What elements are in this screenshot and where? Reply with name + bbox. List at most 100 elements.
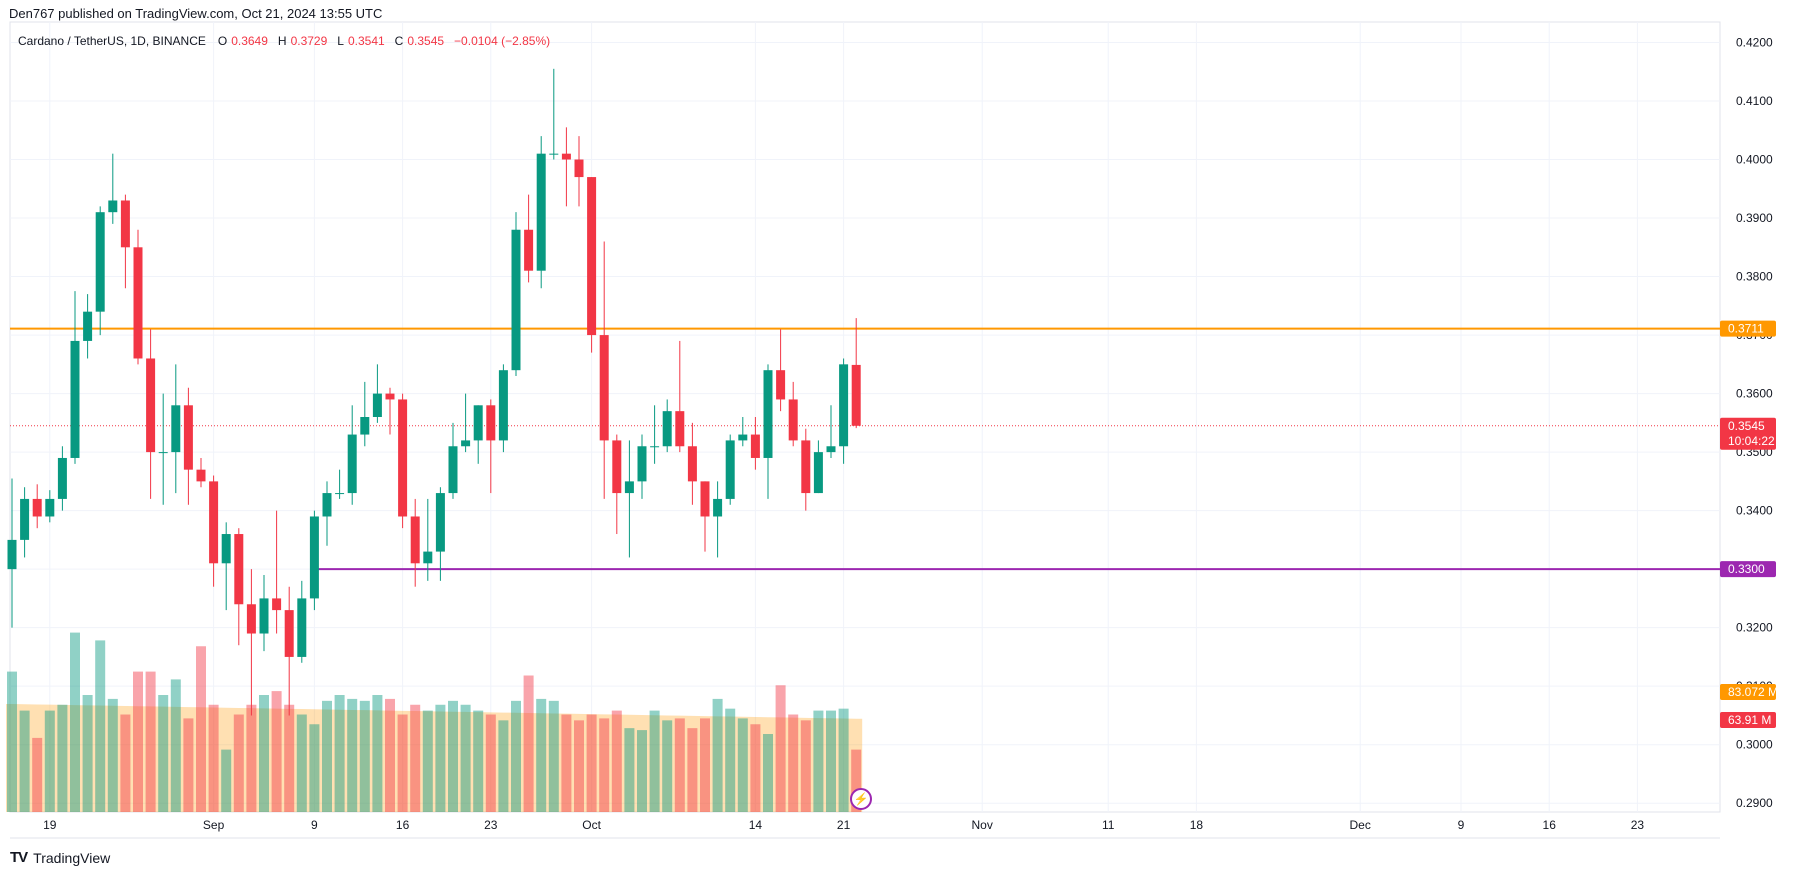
x-tick-label: 14 xyxy=(749,818,763,832)
candle-body xyxy=(120,200,130,248)
candle-body xyxy=(536,153,546,271)
lightning-icon[interactable]: ⚡ xyxy=(850,788,872,810)
volume-bar xyxy=(813,710,824,812)
candle xyxy=(398,393,408,529)
candle-body xyxy=(45,498,55,517)
candle-body xyxy=(7,539,17,570)
y-tick-label: 0.3800 xyxy=(1736,270,1773,284)
volume-bar xyxy=(271,691,282,812)
candle xyxy=(322,481,332,546)
candle xyxy=(700,481,710,552)
candle xyxy=(524,194,534,283)
volume-bar xyxy=(750,724,761,812)
volume-bar xyxy=(536,698,547,812)
volume-bar xyxy=(145,671,156,812)
candle-body xyxy=(839,364,849,447)
candle-body xyxy=(612,440,622,494)
volume-bar xyxy=(334,695,345,812)
volume-bar xyxy=(309,724,320,812)
candle xyxy=(599,241,609,499)
volume-bar xyxy=(511,700,521,812)
candle xyxy=(713,481,723,558)
volume-bar xyxy=(586,714,597,812)
candle xyxy=(725,434,735,505)
candle xyxy=(750,417,760,470)
candle-body xyxy=(158,452,168,454)
volume-bar xyxy=(851,749,862,812)
candle-body xyxy=(599,335,609,441)
symbol-name[interactable]: Cardano / TetherUS, 1D, BINANCE xyxy=(18,34,206,48)
candle-body xyxy=(398,399,408,517)
x-tick-label: 16 xyxy=(1543,818,1557,832)
candle-body xyxy=(687,446,697,482)
volume-bar xyxy=(70,632,80,812)
y-tick-label: 0.3200 xyxy=(1736,621,1773,635)
candle-body xyxy=(347,434,357,494)
candle xyxy=(234,528,244,646)
candle-body xyxy=(108,200,118,213)
candle-body xyxy=(776,370,786,400)
volume-bar xyxy=(498,720,509,812)
volume-bar xyxy=(82,695,93,812)
candle-body xyxy=(662,411,672,447)
candle-body xyxy=(171,405,181,453)
candle-body xyxy=(221,534,231,564)
candle xyxy=(675,340,685,453)
candle xyxy=(360,381,370,447)
candle xyxy=(196,457,206,488)
price-tag-text: 10:04:22 xyxy=(1728,434,1775,448)
candle-body xyxy=(83,311,93,341)
volume-bar xyxy=(7,671,17,812)
volume-bar xyxy=(372,695,383,812)
candle xyxy=(272,510,282,634)
candle-body xyxy=(410,516,420,564)
candle xyxy=(687,422,697,505)
open-value: 0.3649 xyxy=(231,34,268,48)
candle xyxy=(788,381,798,447)
candle xyxy=(776,329,786,412)
volume-bar xyxy=(120,714,131,812)
footer-brand[interactable]: TV TradingView xyxy=(10,849,110,866)
candle xyxy=(851,318,861,429)
volume-bar xyxy=(838,708,849,812)
x-tick-label: 9 xyxy=(311,818,318,832)
candle-body xyxy=(675,411,685,447)
x-tick-label: Dec xyxy=(1350,818,1371,832)
candle-body xyxy=(725,440,735,499)
volume-bar xyxy=(775,685,786,812)
volume-bar xyxy=(19,710,30,812)
y-tick-label: 0.3000 xyxy=(1736,738,1773,752)
candle-body xyxy=(801,440,811,494)
candle xyxy=(763,364,773,499)
x-tick-label: Nov xyxy=(972,818,993,832)
price-tag-bg xyxy=(1720,561,1776,578)
symbol-legend: Cardano / TetherUS, 1D, BINANCE O 0.3649 … xyxy=(18,34,550,48)
x-tick-label: 19 xyxy=(43,818,57,832)
candle-body xyxy=(435,493,445,552)
candle-body xyxy=(385,393,395,400)
low-value: 0.3541 xyxy=(347,34,385,48)
candle xyxy=(284,586,294,716)
candle xyxy=(486,399,496,494)
candle xyxy=(95,206,105,336)
candle-body xyxy=(498,370,508,441)
candle xyxy=(347,405,357,505)
volume-tag: 63.91 M xyxy=(1720,712,1776,728)
low-label: L xyxy=(337,34,344,48)
candle-body xyxy=(549,153,559,155)
candle-body xyxy=(511,229,521,371)
candle-body xyxy=(587,177,597,336)
candle xyxy=(133,229,143,365)
candle xyxy=(108,153,118,224)
candle xyxy=(839,358,849,464)
y-tick-label: 0.3900 xyxy=(1736,211,1773,225)
candle xyxy=(20,487,30,558)
candle-body xyxy=(624,481,634,494)
volume-bar xyxy=(611,710,622,812)
x-tick-label: 18 xyxy=(1190,818,1204,832)
candle xyxy=(171,364,181,494)
candle xyxy=(587,177,597,353)
candle-body xyxy=(246,604,256,634)
